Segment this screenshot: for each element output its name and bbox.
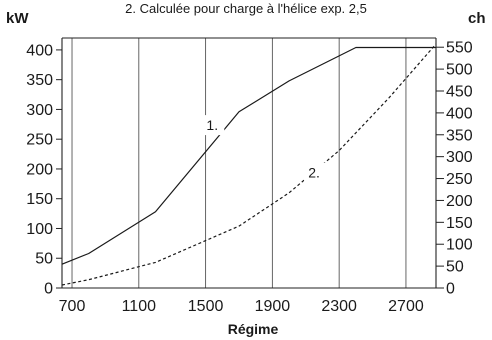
- series-line-2: [61, 43, 437, 286]
- right-tick-label: 550: [446, 40, 473, 57]
- grid-layer: [71, 38, 407, 288]
- left-tick-label: 0: [44, 281, 53, 298]
- x-tick-label: 2700: [388, 298, 424, 315]
- series-annotation-2: 2.: [308, 165, 320, 181]
- right-tick-label: 50: [446, 259, 464, 276]
- axis-layer: [56, 37, 444, 289]
- left-axis-unit: kW: [6, 10, 29, 27]
- right-tick-label: 200: [446, 193, 473, 210]
- label-layer: 0 50 100 150 200 250 300 350 400 0 50 100 150 200 250 3…: [26, 40, 473, 315]
- series-line-1: [61, 46, 436, 265]
- left-tick-label: 100: [26, 221, 53, 238]
- right-tick-label: 150: [446, 215, 473, 232]
- right-tick-label: 300: [446, 149, 473, 166]
- x-axis-label: Régime: [228, 321, 279, 337]
- left-tick-label: 50: [35, 251, 53, 268]
- right-tick-label: 0: [446, 281, 455, 298]
- left-tick-label: 200: [26, 161, 53, 178]
- right-tick-label: 250: [446, 171, 473, 188]
- chart-subtitle: 2. Calculée pour charge à l'hélice exp. …: [125, 1, 367, 16]
- right-tick-label: 350: [446, 127, 473, 144]
- x-tick-label: 2300: [321, 298, 357, 315]
- right-tick-label: 500: [446, 62, 473, 79]
- annotation-background: [202, 115, 225, 136]
- x-tick-label: 1900: [255, 298, 291, 315]
- x-tick-label: 700: [59, 298, 86, 315]
- annotation-background: [304, 162, 327, 183]
- left-tick-label: 350: [26, 72, 53, 89]
- series-layer: [61, 43, 437, 286]
- right-tick-label: 100: [446, 237, 473, 254]
- left-tick-label: 150: [26, 191, 53, 208]
- right-axis-unit: ch: [468, 10, 486, 27]
- series-annotation-1: 1.: [206, 117, 218, 133]
- right-tick-label: 400: [446, 105, 473, 122]
- left-tick-label: 250: [26, 132, 53, 149]
- x-tick-label: 1500: [188, 298, 224, 315]
- right-tick-label: 450: [446, 83, 473, 100]
- left-tick-label: 400: [26, 42, 53, 59]
- left-tick-label: 300: [26, 102, 53, 119]
- x-tick-label: 1100: [122, 298, 157, 315]
